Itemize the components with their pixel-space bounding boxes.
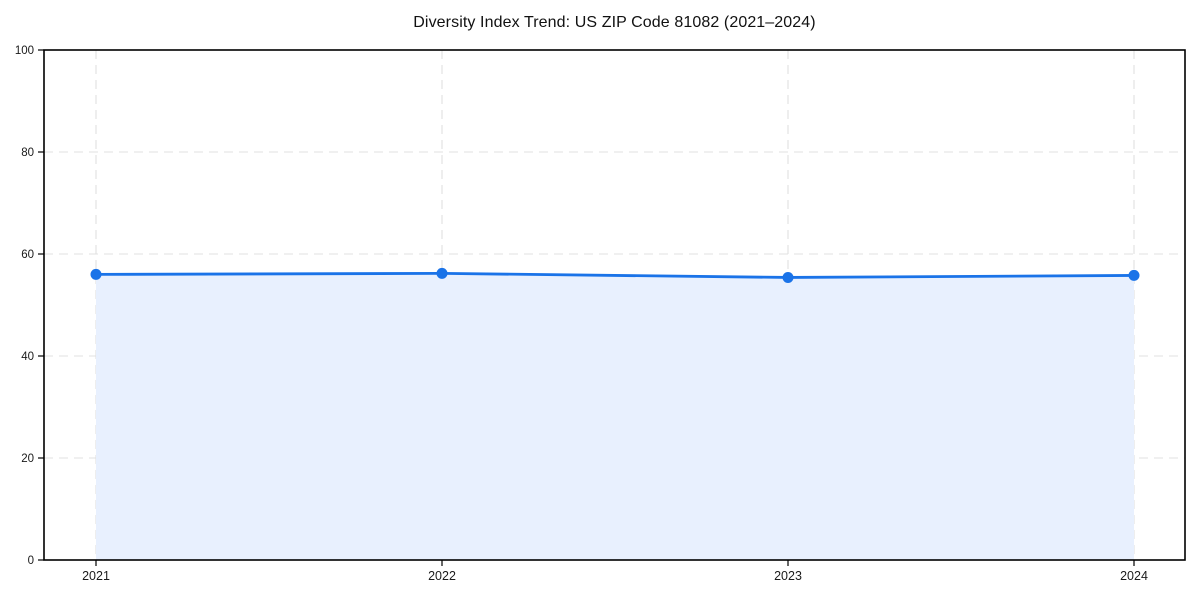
x-tick-label: 2023 xyxy=(774,569,802,583)
plot-border xyxy=(43,49,1186,561)
x-tick-label: 2021 xyxy=(82,569,110,583)
trend-line xyxy=(94,271,1136,279)
y-tick-label: 100 xyxy=(15,45,34,57)
y-tick-label: 0 xyxy=(28,555,34,567)
chart-title: Diversity Index Trend: US ZIP Code 81082… xyxy=(413,14,816,31)
data-point-2021 xyxy=(90,268,102,280)
data-point-2024 xyxy=(1128,269,1140,281)
x-tick-label: 2022 xyxy=(428,569,456,583)
data-point-2022 xyxy=(436,267,448,279)
y-tick-label: 60 xyxy=(21,249,34,261)
y-tick-label: 80 xyxy=(21,147,34,159)
y-tick-label: 20 xyxy=(21,453,34,465)
area-fill xyxy=(96,273,1134,560)
x-tick-label: 2024 xyxy=(1120,569,1148,583)
y-tick-label: 40 xyxy=(21,351,34,363)
data-point-2023 xyxy=(782,271,794,283)
